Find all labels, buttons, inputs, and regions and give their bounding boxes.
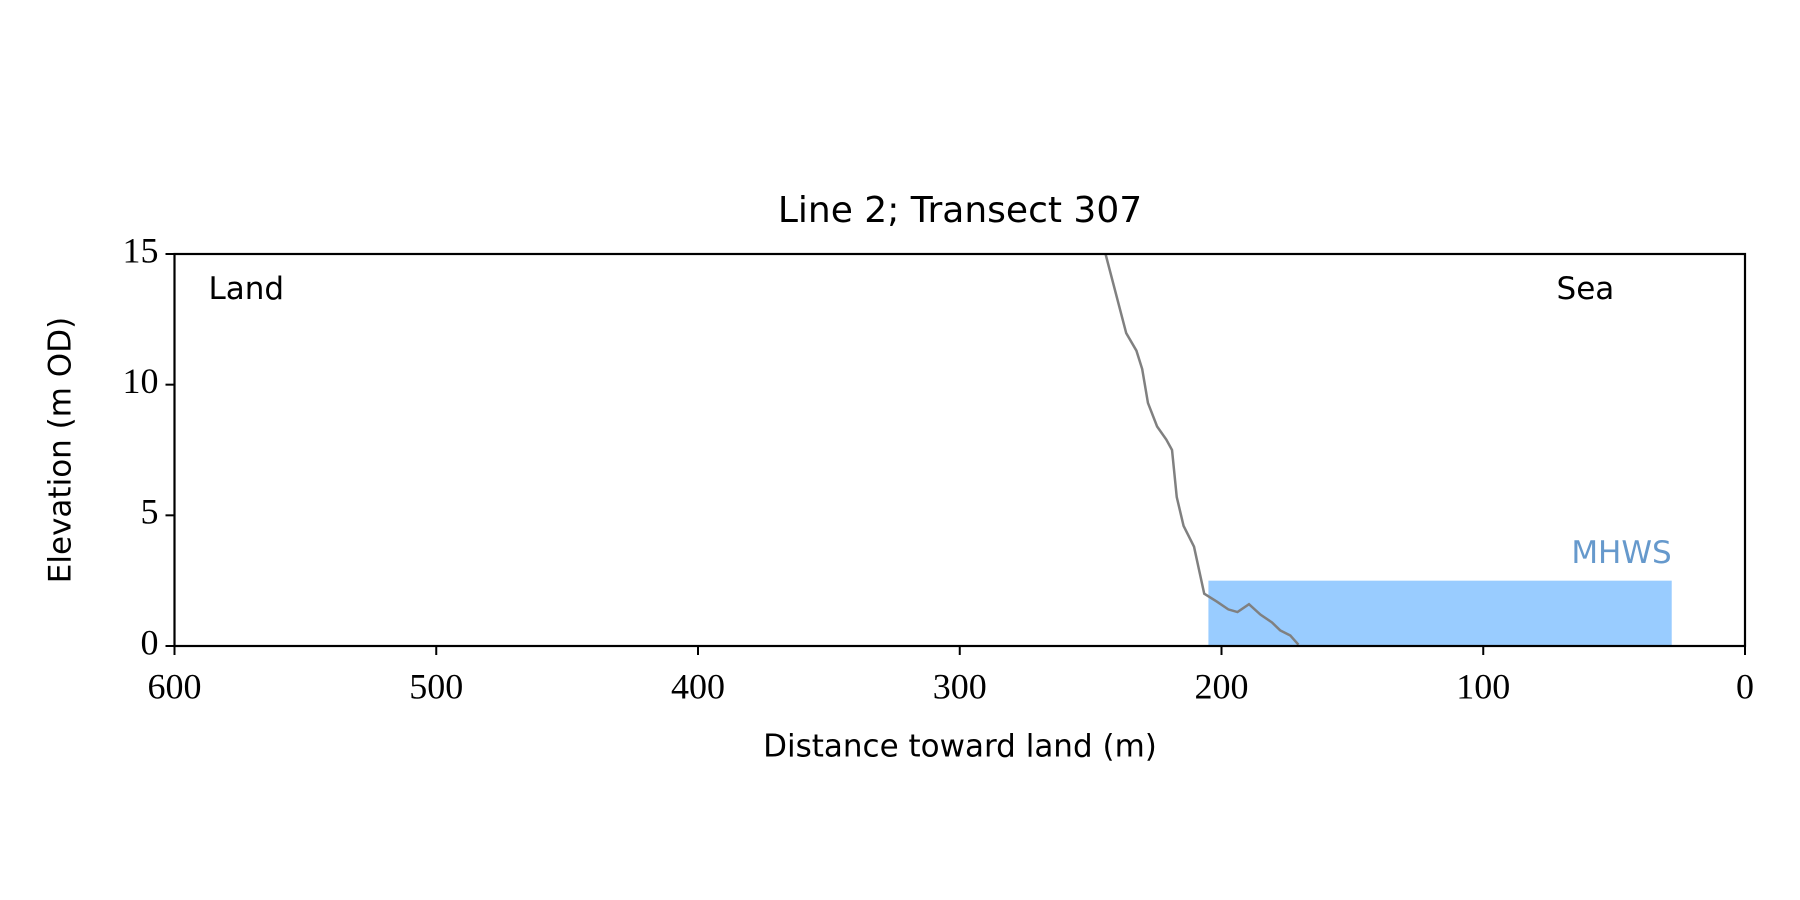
x-tick-label: 300 xyxy=(933,666,987,706)
x-tick-label: 100 xyxy=(1456,666,1510,706)
chart-title: Line 2; Transect 307 xyxy=(778,190,1142,231)
y-tick-label: 10 xyxy=(123,361,159,401)
y-axis-label: Elevation (m OD) xyxy=(43,317,79,583)
x-tick-label: 400 xyxy=(671,666,725,706)
y-tick-label: 15 xyxy=(123,230,159,270)
y-tick-label: 0 xyxy=(141,622,159,662)
x-tick-label: 0 xyxy=(1736,666,1754,706)
x-tick-label: 200 xyxy=(1195,666,1249,706)
annotation: Sea xyxy=(1557,271,1615,307)
y-tick-label: 5 xyxy=(141,492,159,532)
mhws-band xyxy=(1208,580,1672,646)
x-tick-label: 600 xyxy=(148,666,202,706)
x-tick-label: 500 xyxy=(409,666,463,706)
x-axis-label: Distance toward land (m) xyxy=(763,729,1157,765)
data-line xyxy=(1104,253,1300,646)
mhws-label: MHWS xyxy=(1571,535,1671,571)
annotation: Land xyxy=(209,271,285,307)
